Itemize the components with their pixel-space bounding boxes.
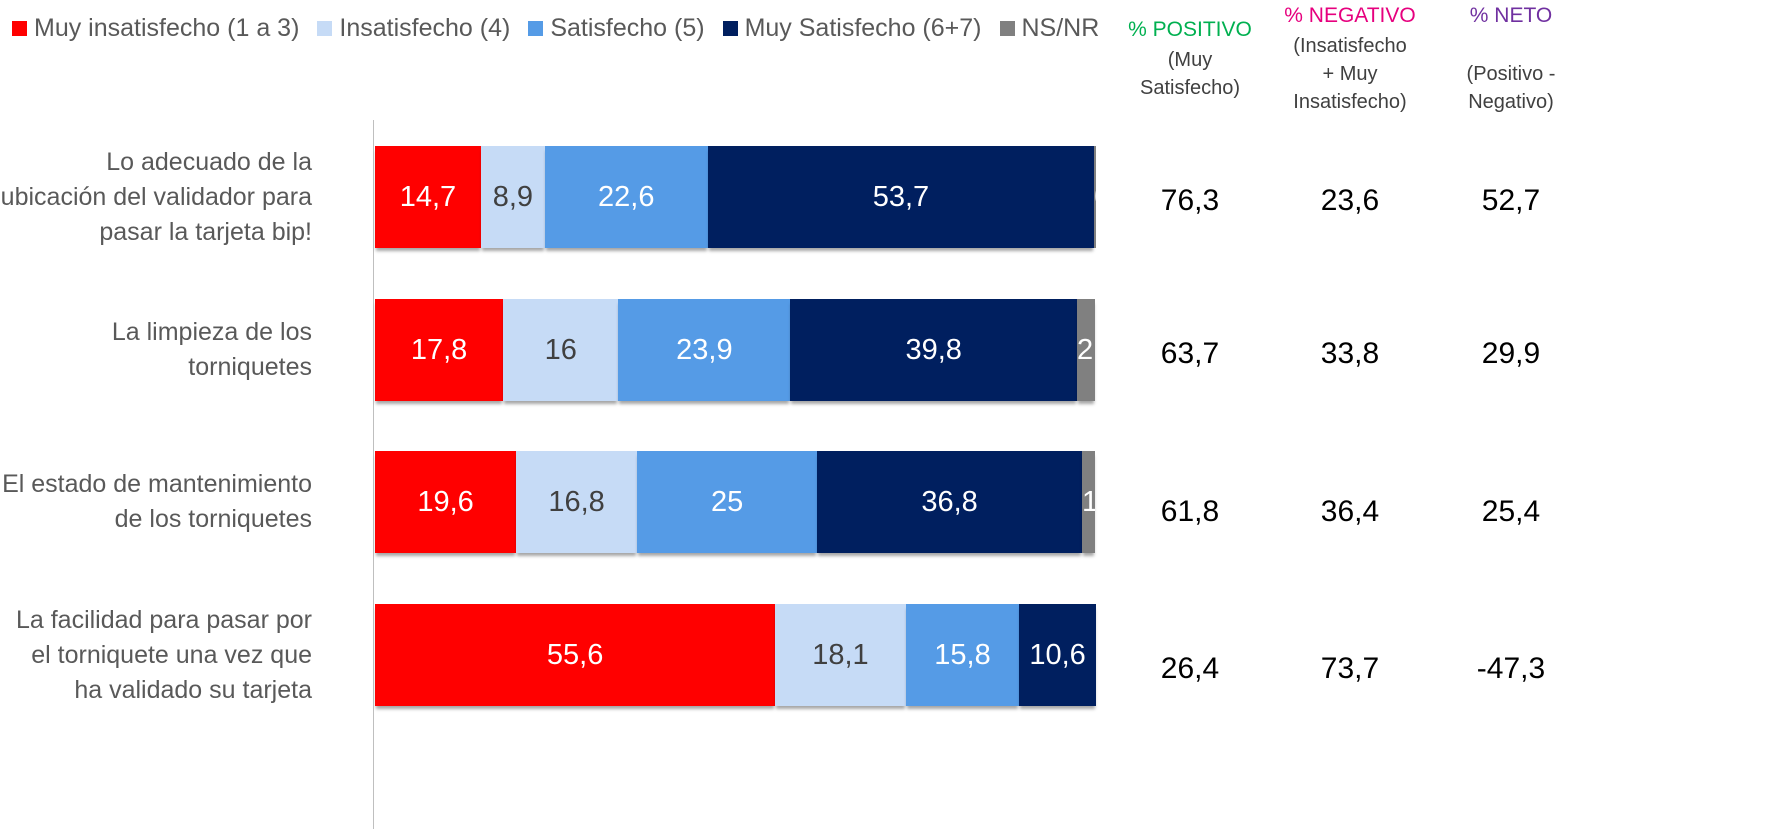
- table-value: 29,9: [1481, 337, 1541, 370]
- bar: 10,6: [1019, 604, 1096, 706]
- data-label: 25: [710, 485, 744, 518]
- bar: 22,6: [544, 146, 708, 248]
- legend-swatch: [722, 21, 738, 36]
- legend-swatch: [999, 21, 1015, 36]
- table-value: 61,8: [1160, 495, 1220, 528]
- bar: 15,8: [905, 604, 1020, 706]
- bar: 53,7: [707, 146, 1095, 248]
- legend-item: Insatisfecho (4): [317, 14, 510, 43]
- data-label: 39,8: [905, 333, 962, 366]
- legend: Muy insatisfecho (1 a 3) Insatisfecho (4)…: [12, 14, 1117, 43]
- bar: 0,0: [1094, 146, 1096, 248]
- data-label: 15,8: [934, 638, 991, 671]
- bar: 36,8: [817, 451, 1083, 553]
- axis-line: [373, 120, 374, 829]
- legend-swatch: [12, 21, 27, 36]
- bar: 19,6: [375, 451, 517, 553]
- table-value: 26,4: [1160, 652, 1220, 685]
- table-value: 25,4: [1481, 495, 1541, 528]
- column-header: % POSITIVO: [1128, 18, 1252, 41]
- data-label: 17,8: [410, 333, 468, 366]
- data-label: 16: [544, 333, 577, 366]
- data-label: 0,0: [1094, 181, 1096, 214]
- data-label: 18,1: [812, 638, 869, 671]
- table-value: -47,3: [1476, 652, 1546, 685]
- bar: 1,8: [1082, 451, 1095, 553]
- column-header: % NEGATIVO: [1284, 4, 1416, 27]
- legend-item: NS/NR: [999, 14, 1100, 43]
- data-label: 16,8: [548, 485, 605, 518]
- category-label: La facilidad para pasar por el torniquet…: [15, 605, 312, 704]
- table-value: 23,6: [1320, 184, 1380, 217]
- bar: 16: [503, 299, 619, 401]
- legend-label: Insatisfecho (4): [339, 14, 511, 42]
- bar: 8,9: [480, 146, 545, 248]
- table-value: 76,3: [1160, 184, 1220, 217]
- bar: 18,1: [775, 604, 906, 706]
- data-label: 8,9: [492, 180, 534, 213]
- bar: 14,7: [375, 146, 481, 248]
- legend-label: NS/NR: [1021, 14, 1100, 42]
- table-value: 33,8: [1320, 337, 1380, 370]
- column-subheader: (Insatisfecho + Muy Insatisfecho): [1293, 35, 1407, 113]
- category-label: La limpieza de los torniquetes: [111, 318, 312, 381]
- legend-item: Muy insatisfecho (1 a 3): [12, 14, 299, 43]
- data-label: 14,7: [399, 180, 457, 213]
- legend-label: Satisfecho (5): [550, 14, 705, 42]
- data-label: 36,8: [921, 485, 978, 518]
- data-label: 1,8: [1082, 485, 1095, 518]
- bar: 17,8: [375, 299, 504, 401]
- bar: 55,6: [375, 604, 776, 706]
- bar: 2,5: [1077, 299, 1095, 401]
- legend-item: Satisfecho (5): [528, 14, 705, 43]
- legend-label: Muy insatisfecho (1 a 3): [34, 14, 300, 42]
- bar: 16,8: [516, 451, 638, 553]
- data-label: 10,6: [1029, 638, 1086, 671]
- bar: 25: [637, 451, 818, 553]
- legend-label: Muy Satisfecho (6+7): [744, 14, 982, 42]
- bar: 23,9: [618, 299, 791, 401]
- column-subheader: (Muy Satisfecho): [1140, 49, 1241, 99]
- legend-swatch: [317, 21, 333, 36]
- data-label: 19,6: [417, 485, 474, 518]
- legend-swatch: [528, 21, 544, 36]
- data-label: 23,9: [676, 333, 733, 366]
- data-label: 53,7: [872, 180, 930, 213]
- column-header: % NETO: [1469, 4, 1553, 27]
- legend-item: Muy Satisfecho (6+7): [722, 14, 982, 43]
- column-subheader: (Positivo - Negativo): [1466, 63, 1556, 113]
- bar: 39,8: [790, 299, 1077, 401]
- category-label: Lo adecuado de la ubicación del validado…: [0, 147, 312, 246]
- table-value: 63,7: [1160, 337, 1220, 370]
- table-value: 36,4: [1320, 495, 1380, 528]
- data-label: 55,6: [546, 638, 604, 671]
- category-label: El estado de mantenimiento de los torniq…: [2, 470, 312, 533]
- table-value: 73,7: [1320, 652, 1380, 685]
- data-label: 22,6: [598, 180, 655, 213]
- table-value: 52,7: [1481, 184, 1541, 217]
- data-label: 2,5: [1077, 333, 1095, 366]
